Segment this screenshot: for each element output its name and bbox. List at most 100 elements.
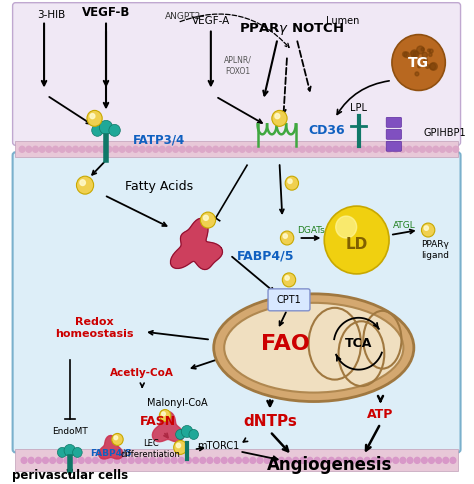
Circle shape (173, 146, 178, 152)
Circle shape (64, 457, 70, 463)
Circle shape (339, 146, 345, 152)
Circle shape (186, 146, 192, 152)
Circle shape (450, 457, 456, 463)
Circle shape (328, 457, 334, 463)
Circle shape (321, 457, 327, 463)
Circle shape (350, 457, 356, 463)
Circle shape (266, 146, 272, 152)
Circle shape (424, 226, 428, 230)
Circle shape (162, 412, 165, 416)
Circle shape (91, 124, 103, 136)
Circle shape (233, 146, 238, 152)
Polygon shape (99, 436, 123, 459)
Circle shape (39, 146, 45, 152)
Circle shape (414, 457, 420, 463)
Circle shape (176, 443, 181, 448)
Circle shape (33, 146, 38, 152)
Text: ATP: ATP (367, 408, 394, 421)
Circle shape (139, 146, 145, 152)
Circle shape (36, 457, 41, 463)
Polygon shape (152, 411, 183, 442)
Circle shape (153, 146, 158, 152)
Circle shape (286, 457, 292, 463)
Circle shape (87, 110, 102, 126)
Circle shape (57, 447, 67, 457)
Circle shape (280, 146, 285, 152)
Circle shape (201, 212, 216, 228)
Circle shape (433, 146, 438, 152)
Text: Acetly-CoA: Acetly-CoA (110, 368, 174, 378)
Circle shape (443, 457, 448, 463)
Circle shape (71, 457, 77, 463)
Circle shape (221, 457, 227, 463)
Circle shape (207, 457, 213, 463)
Circle shape (146, 146, 152, 152)
Circle shape (243, 457, 248, 463)
Text: GPIHBP1: GPIHBP1 (423, 128, 466, 138)
Circle shape (79, 146, 85, 152)
Bar (16, 450, 458, 471)
Circle shape (346, 146, 352, 152)
Circle shape (57, 457, 63, 463)
Circle shape (319, 146, 325, 152)
Circle shape (424, 59, 428, 62)
Circle shape (428, 53, 432, 57)
Text: Fatty Acids: Fatty Acids (125, 180, 193, 193)
Bar (16, 141, 458, 157)
Circle shape (100, 146, 105, 152)
Circle shape (336, 457, 341, 463)
Circle shape (136, 457, 141, 463)
Circle shape (80, 180, 85, 185)
Circle shape (200, 146, 205, 152)
Circle shape (166, 146, 172, 152)
Circle shape (59, 146, 65, 152)
Circle shape (386, 146, 392, 152)
Circle shape (446, 146, 452, 152)
Circle shape (413, 146, 419, 152)
Circle shape (150, 457, 155, 463)
Circle shape (85, 457, 91, 463)
Circle shape (359, 146, 365, 152)
Text: APLNR/
FOXO1: APLNR/ FOXO1 (224, 56, 252, 76)
Circle shape (272, 457, 277, 463)
Circle shape (324, 206, 389, 274)
Circle shape (386, 457, 392, 463)
FancyBboxPatch shape (386, 141, 401, 151)
FancyBboxPatch shape (13, 152, 461, 453)
Circle shape (413, 51, 419, 57)
Text: LPL: LPL (350, 104, 367, 113)
Circle shape (393, 457, 399, 463)
Circle shape (422, 52, 428, 58)
Circle shape (429, 49, 433, 53)
Circle shape (419, 146, 425, 152)
Circle shape (86, 146, 91, 152)
Circle shape (53, 146, 58, 152)
FancyBboxPatch shape (13, 3, 461, 145)
Text: FASN: FASN (140, 415, 176, 428)
Circle shape (157, 457, 163, 463)
Circle shape (307, 457, 313, 463)
Circle shape (264, 457, 270, 463)
Text: CD36: CD36 (308, 124, 345, 137)
Circle shape (380, 146, 385, 152)
Text: PPAR$\gamma$ NOTCH: PPAR$\gamma$ NOTCH (239, 21, 345, 37)
Circle shape (411, 50, 418, 57)
Circle shape (189, 429, 199, 439)
Circle shape (73, 447, 82, 457)
Circle shape (415, 72, 419, 76)
Text: Redox
homeostasis: Redox homeostasis (55, 317, 134, 339)
Circle shape (26, 146, 32, 152)
Text: VEGF-B: VEGF-B (82, 6, 130, 19)
Text: EndoMT: EndoMT (52, 427, 88, 436)
Circle shape (400, 146, 405, 152)
Circle shape (418, 64, 421, 68)
Text: TG: TG (408, 56, 429, 70)
Text: PPARγ
ligand: PPARγ ligand (421, 240, 449, 260)
Circle shape (429, 63, 436, 70)
Text: CPT1: CPT1 (277, 295, 301, 305)
Circle shape (336, 216, 356, 238)
Text: TCA: TCA (345, 337, 372, 350)
Circle shape (76, 176, 94, 194)
Text: dNTPs: dNTPs (243, 414, 297, 429)
Circle shape (126, 146, 132, 152)
